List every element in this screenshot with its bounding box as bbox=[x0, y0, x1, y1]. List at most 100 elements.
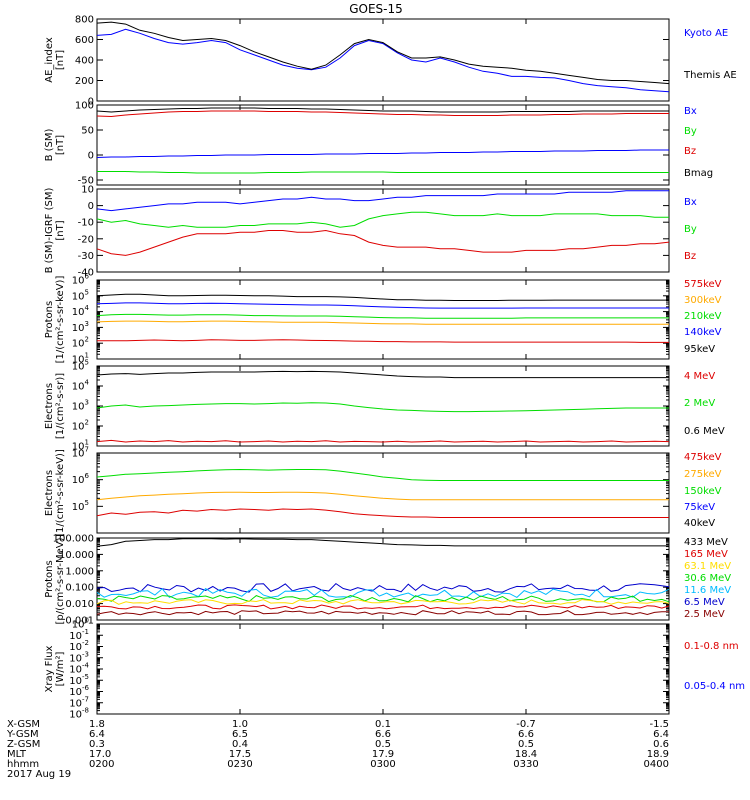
y-axis-label: Protons bbox=[44, 301, 55, 338]
series-bmag bbox=[96, 107, 669, 113]
y-axis-label: [nT] bbox=[55, 50, 66, 70]
y-axis-label: B (SM) bbox=[44, 128, 55, 161]
y-tick-label: 104 bbox=[72, 304, 90, 318]
legend-entry: 0.6 MeV bbox=[684, 426, 725, 437]
footer-value: 0.5 bbox=[518, 739, 534, 750]
y-axis-label: [1/(cm²-s-sr-keV)] bbox=[55, 449, 66, 537]
panel-frame bbox=[96, 623, 670, 715]
footer-value: 6.4 bbox=[89, 729, 105, 740]
footer-value: 18.4 bbox=[515, 749, 537, 760]
series-themis-ae bbox=[96, 21, 670, 85]
footer-value: 1.0 bbox=[232, 719, 248, 730]
y-tick-label: 106 bbox=[72, 472, 90, 486]
y-tick-label: 0 bbox=[88, 151, 94, 162]
legend-entry: 30.6 MeV bbox=[684, 573, 731, 584]
legend-entry: Bz bbox=[684, 251, 696, 262]
footer-value: 0.5 bbox=[375, 739, 391, 750]
footer-value: 0.3 bbox=[89, 739, 105, 750]
footer-value: 0.6 bbox=[653, 739, 669, 750]
footer-row-label: Z-GSM bbox=[7, 739, 40, 750]
series-bz bbox=[96, 229, 670, 256]
ephemeris-footer: X-GSM 1.8 1.0 0.1 -0.7 -1.5 Y-GSM 6.4 6.5 6.6 6.6 6… bbox=[6, 719, 669, 780]
legend-entry: 6.5 MeV bbox=[684, 597, 725, 608]
y-axis-label: Protons bbox=[44, 560, 55, 597]
series-by bbox=[96, 211, 669, 228]
y-tick-label: 100.000 bbox=[53, 534, 94, 545]
y-axis-label: Electrons bbox=[44, 470, 55, 516]
y-tick-label: 105 bbox=[72, 499, 89, 513]
y-tick-label: 1.000 bbox=[65, 566, 94, 577]
y-tick-label: 0.001 bbox=[65, 616, 94, 627]
footer-row-label: Y-GSM bbox=[6, 729, 39, 740]
footer-value: 17.9 bbox=[372, 749, 394, 760]
y-tick-label: 105 bbox=[72, 359, 89, 373]
y-tick-label: -20 bbox=[78, 234, 94, 245]
legend-entry: 150keV bbox=[684, 486, 722, 497]
y-axis-label: [nT] bbox=[55, 135, 66, 155]
y-tick-label: 0.010 bbox=[65, 599, 94, 610]
panel-bsm: -50 0 50 100 B (SM) [nT] Bx By Bz Bmag bbox=[44, 101, 713, 187]
footer-value: 1.8 bbox=[89, 719, 105, 730]
panel-frame bbox=[96, 452, 670, 534]
legend-entry: Kyoto AE bbox=[684, 28, 728, 39]
series-30-6-mev bbox=[96, 594, 670, 603]
legend-entry: 63.1 MeV bbox=[684, 561, 731, 572]
legend-entry: 2.5 MeV bbox=[684, 609, 725, 620]
y-tick-label: 0.100 bbox=[65, 583, 94, 594]
footer-row-label: hhmm bbox=[7, 759, 39, 770]
y-tick-label: 102 bbox=[72, 336, 89, 350]
series-6-5-mev bbox=[96, 582, 670, 593]
series-575kev bbox=[97, 339, 669, 343]
y-tick-label: 103 bbox=[72, 399, 89, 413]
series-95kev bbox=[96, 293, 669, 301]
y-axis-label: Electrons bbox=[44, 383, 55, 429]
series-bz bbox=[96, 110, 669, 118]
legend-entry: Themis AE bbox=[683, 70, 737, 81]
legend-entry: 11.6 MeV bbox=[684, 585, 731, 596]
series-0-6-mev bbox=[96, 370, 669, 379]
footer-value: 0230 bbox=[227, 759, 252, 770]
footer-value: 6.6 bbox=[518, 729, 534, 740]
footer-value: 0300 bbox=[370, 759, 395, 770]
legend-entry: 300keV bbox=[684, 295, 722, 306]
series-11-6-mev bbox=[96, 587, 670, 599]
legend-entry: Bx bbox=[684, 197, 697, 208]
y-tick-label: -30 bbox=[78, 251, 94, 262]
y-tick-label: 600 bbox=[75, 35, 94, 46]
footer-value: 0200 bbox=[89, 759, 114, 770]
legend-entry: 433 MeV bbox=[684, 537, 728, 548]
legend-entry: 575keV bbox=[684, 279, 722, 290]
y-axis-label: [1/(cm²-s-sr-keV)] bbox=[55, 276, 66, 364]
series-275kev bbox=[96, 491, 669, 501]
footer-value: 6.4 bbox=[653, 729, 669, 740]
legend-entry: 2 MeV bbox=[684, 398, 715, 409]
panel-bigrf: -40 -30 -20 -10 0 10 B (SM)-IGRF (SM) [nT] Bx By B… bbox=[44, 185, 697, 279]
legend-entry: 210keV bbox=[684, 311, 722, 322]
y-tick-label: -10 bbox=[78, 218, 94, 229]
y-tick-label: 102 bbox=[72, 419, 89, 433]
y-tick-label: 104 bbox=[72, 379, 90, 393]
y-tick-label: 0 bbox=[88, 201, 94, 212]
series-2-5-mev bbox=[96, 538, 669, 547]
y-tick-label: 100 bbox=[75, 101, 94, 112]
footer-value: 0.4 bbox=[232, 739, 248, 750]
footer-value: 17.0 bbox=[89, 749, 111, 760]
series-by bbox=[97, 171, 669, 174]
legend-entry: 95keV bbox=[684, 344, 715, 355]
legend-entry: Bmag bbox=[684, 168, 713, 179]
y-tick-label: -40 bbox=[78, 268, 94, 279]
y-tick-label: 800 bbox=[75, 15, 94, 26]
y-tick-label: 200 bbox=[75, 76, 94, 87]
legend-entry: Bx bbox=[684, 106, 697, 117]
chart-title: GOES-15 bbox=[349, 2, 403, 16]
footer-value: 17.5 bbox=[229, 749, 251, 760]
footer-value: 0330 bbox=[513, 759, 538, 770]
y-axis-label: [1/(cm²-s-sr)] bbox=[55, 373, 66, 439]
y-axis-label: Xray Flux bbox=[44, 645, 55, 692]
series-150kev bbox=[96, 468, 669, 481]
legend-entry: By bbox=[684, 126, 697, 137]
series-bx bbox=[96, 149, 669, 158]
